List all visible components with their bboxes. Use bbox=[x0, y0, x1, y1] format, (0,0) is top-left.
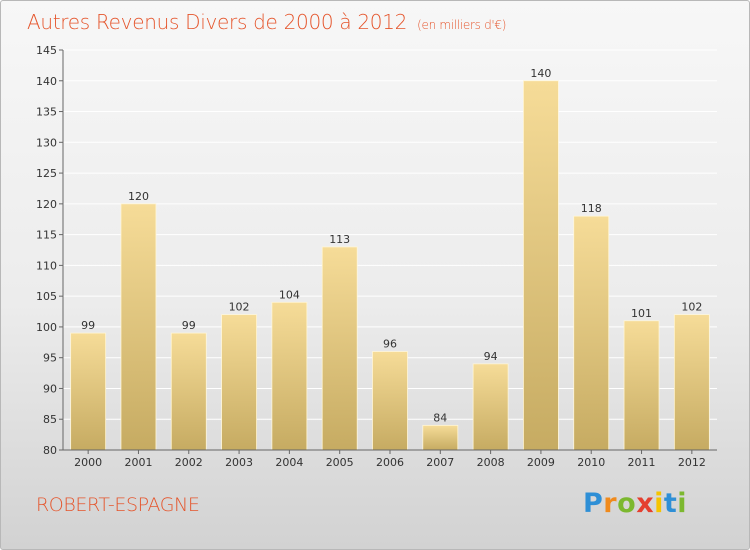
data-label-2011: 101 bbox=[631, 307, 652, 320]
y-tick-label: 135 bbox=[36, 106, 57, 119]
chart-title: Autres Revenus Divers de 2000 à 2012 (en… bbox=[27, 10, 506, 34]
bar-2007 bbox=[422, 424, 459, 451]
bar-2002 bbox=[170, 332, 207, 451]
x-tick-label-2002: 2002 bbox=[175, 456, 203, 469]
bar-2012 bbox=[673, 314, 710, 451]
y-tick-label: 140 bbox=[36, 75, 57, 88]
x-tick-label-2000: 2000 bbox=[74, 456, 102, 469]
bars bbox=[70, 80, 710, 451]
y-tick-label: 95 bbox=[43, 352, 57, 365]
bar-2003 bbox=[221, 314, 257, 451]
data-label-2009: 140 bbox=[530, 67, 551, 80]
data-label-2006: 96 bbox=[383, 338, 397, 351]
x-tick-label-2004: 2004 bbox=[275, 456, 303, 469]
y-tick-label: 120 bbox=[36, 198, 57, 211]
x-tick-label-2011: 2011 bbox=[628, 456, 656, 469]
y-tick-label: 130 bbox=[36, 136, 57, 149]
y-tick-label: 115 bbox=[36, 229, 57, 242]
logo-letter: P bbox=[583, 488, 604, 519]
y-tick-label: 80 bbox=[43, 444, 57, 457]
bar-2001 bbox=[120, 203, 157, 451]
data-label-2007: 84 bbox=[433, 411, 447, 424]
bar-2010 bbox=[573, 215, 610, 451]
y-tick-label: 85 bbox=[43, 413, 57, 426]
bar-2006 bbox=[372, 351, 408, 451]
logo-letter: r bbox=[603, 488, 618, 519]
y-tick-label: 90 bbox=[43, 382, 57, 395]
data-label-2002: 99 bbox=[182, 319, 196, 332]
bar-2004 bbox=[271, 301, 308, 451]
chart-title-text: Autres Revenus Divers de 2000 à 2012 bbox=[27, 10, 408, 34]
logo-letter: i bbox=[654, 488, 664, 519]
data-label-2008: 94 bbox=[484, 350, 498, 363]
x-tick-label-2005: 2005 bbox=[326, 456, 354, 469]
x-tick-label-2009: 2009 bbox=[527, 456, 555, 469]
bar-2011 bbox=[623, 320, 660, 451]
x-tick-label-2003: 2003 bbox=[225, 456, 253, 469]
x-tick-label-2008: 2008 bbox=[477, 456, 505, 469]
y-tick-label: 100 bbox=[36, 321, 57, 334]
data-label-2004: 104 bbox=[279, 288, 300, 301]
x-tick-label-2007: 2007 bbox=[426, 456, 454, 469]
x-tick-label-2006: 2006 bbox=[376, 456, 404, 469]
y-tick-label: 125 bbox=[36, 167, 57, 180]
data-label-2012: 102 bbox=[681, 301, 702, 314]
town-name: ROBERT-ESPAGNE bbox=[36, 494, 200, 516]
data-label-2005: 113 bbox=[329, 233, 350, 246]
y-tick-label: 145 bbox=[36, 44, 57, 57]
axes bbox=[59, 49, 717, 454]
x-tick-label-2010: 2010 bbox=[577, 456, 605, 469]
data-label-2001: 120 bbox=[128, 190, 149, 203]
x-tick-label-2012: 2012 bbox=[678, 456, 706, 469]
bar-2000 bbox=[70, 332, 107, 451]
data-label-2000: 99 bbox=[81, 319, 95, 332]
logo-letter: i bbox=[677, 488, 688, 519]
logo-letter: x bbox=[636, 488, 655, 519]
bar-2008 bbox=[472, 363, 509, 451]
chart-subtitle: (en milliers d'€) bbox=[417, 18, 507, 32]
data-label-2003: 102 bbox=[229, 301, 250, 314]
proxiti-logo: Proxiti bbox=[583, 488, 687, 519]
x-tick-label-2001: 2001 bbox=[124, 456, 152, 469]
bar-2005 bbox=[321, 246, 358, 451]
labels: 80 85 90 95 100 105 110 115 120 125 130 135 140 145 99… bbox=[36, 44, 706, 469]
data-label-2010: 118 bbox=[581, 202, 602, 215]
logo-letter: o bbox=[617, 488, 637, 519]
bar-2009 bbox=[523, 80, 559, 451]
y-tick-label: 105 bbox=[36, 290, 57, 303]
logo-letter: t bbox=[663, 488, 678, 519]
y-tick-label: 110 bbox=[36, 259, 57, 272]
